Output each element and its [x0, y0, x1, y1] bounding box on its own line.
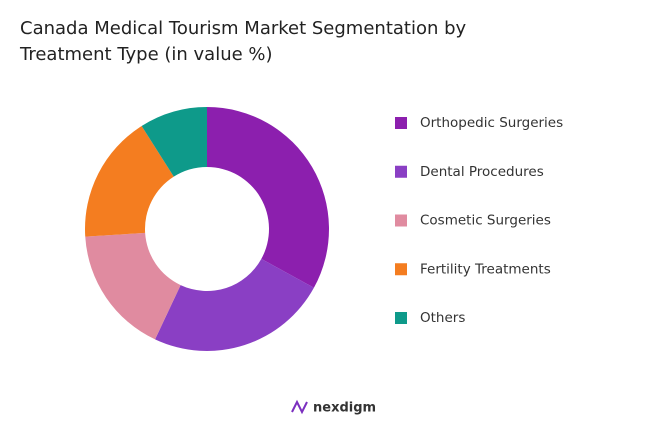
- legend-swatch: [395, 263, 407, 276]
- legend-label: Dental Procedures: [420, 164, 544, 180]
- donut-slice: [85, 232, 181, 340]
- legend-swatch: [395, 165, 407, 178]
- donut-slice: [85, 125, 174, 237]
- donut-slice: [141, 107, 207, 177]
- logo: nexdigm: [291, 399, 376, 416]
- legend-label: Fertility Treatments: [420, 261, 551, 277]
- logo-text: nexdigm: [313, 401, 376, 416]
- donut-slice: [155, 258, 314, 351]
- legend-label: Orthopedic Surgeries: [420, 115, 563, 131]
- legend-label: Others: [420, 310, 465, 326]
- legend-swatch: [395, 117, 407, 129]
- chart-title: Canada Medical Tourism Market Segmentati…: [20, 18, 467, 65]
- logo-icon: [291, 399, 308, 415]
- legend-label: Cosmetic Surgeries: [420, 213, 551, 229]
- legend-swatch: [395, 214, 407, 227]
- donut-slice: [207, 107, 329, 288]
- legend-swatch: [395, 312, 407, 324]
